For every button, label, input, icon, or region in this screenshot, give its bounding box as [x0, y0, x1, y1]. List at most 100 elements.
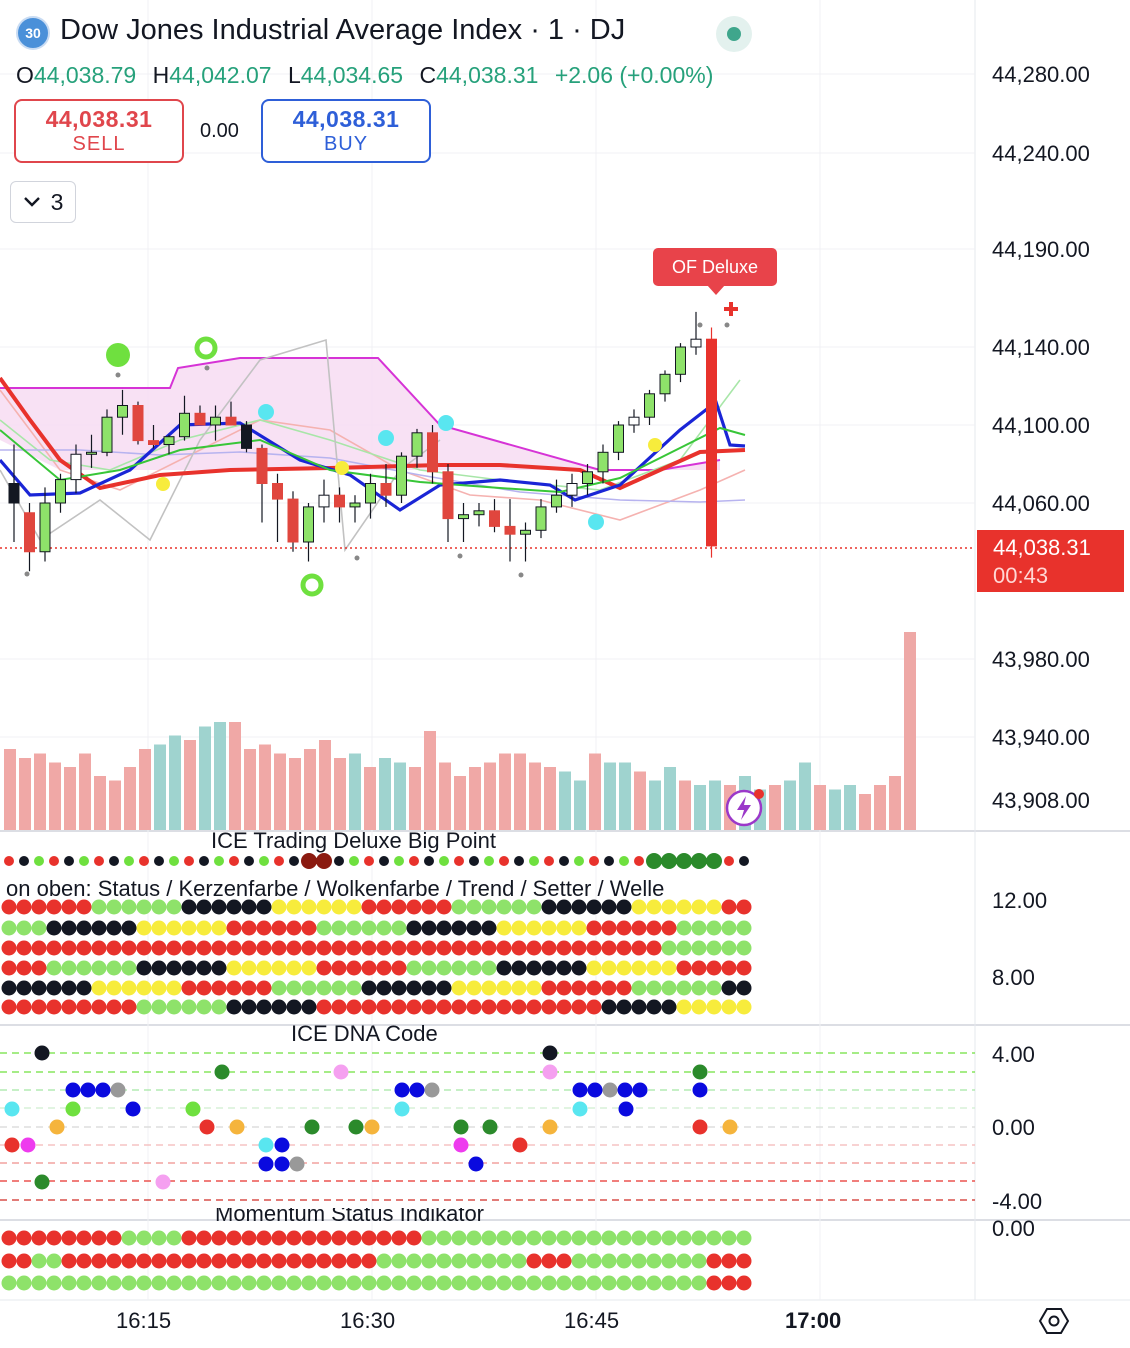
market-status-indicator[interactable]	[716, 16, 752, 52]
big-point-dot	[154, 856, 164, 866]
status-dot	[721, 999, 737, 1015]
status-dot	[346, 899, 362, 915]
status-dot	[541, 980, 557, 996]
status-dot	[556, 899, 572, 915]
volume-bar	[874, 785, 886, 830]
momentum-dot	[376, 1275, 392, 1291]
status-dot	[31, 960, 47, 976]
big-point-dot	[316, 853, 332, 869]
candlestick	[380, 483, 392, 496]
momentum-dot	[46, 1230, 62, 1246]
candlestick	[489, 510, 500, 527]
dna-dot	[229, 1119, 245, 1135]
sell-button[interactable]: 44,038.31 SELL	[14, 99, 184, 163]
buy-button[interactable]: 44,038.31 BUY	[261, 99, 431, 163]
volume-bar	[709, 780, 721, 830]
big-point-dot	[79, 856, 89, 866]
big-point-dot	[661, 853, 677, 869]
status-dot	[61, 980, 77, 996]
status-dot	[166, 920, 182, 936]
status-axis-label: 12.00	[992, 888, 1048, 913]
candlestick	[504, 525, 516, 535]
momentum-dot	[391, 1275, 407, 1291]
momentum-dot	[256, 1230, 272, 1246]
status-dot	[646, 960, 662, 976]
momentum-dot	[106, 1275, 122, 1291]
of-deluxe-annotation[interactable]: OF Deluxe	[653, 248, 777, 286]
status-dot	[301, 999, 317, 1015]
momentum-dot	[91, 1275, 107, 1291]
momentum-dot	[166, 1275, 182, 1291]
volume-bar	[544, 767, 556, 830]
status-dot	[151, 960, 167, 976]
status-dot	[676, 899, 692, 915]
candlestick	[8, 483, 20, 504]
momentum-dot	[391, 1253, 407, 1269]
volume-bar	[814, 785, 826, 830]
symbol-badge[interactable]: 30	[16, 16, 50, 50]
candlestick	[55, 479, 66, 504]
status-dot	[106, 940, 122, 956]
status-dot	[316, 960, 332, 976]
momentum-dot	[616, 1253, 632, 1269]
status-dot	[286, 940, 302, 956]
status-dot	[136, 940, 152, 956]
status-dot	[481, 960, 497, 976]
status-dot	[61, 940, 77, 956]
candlestick	[566, 483, 578, 496]
status-dot	[226, 960, 242, 976]
momentum-dot	[646, 1230, 662, 1246]
cyan-signal-dot	[438, 415, 454, 431]
status-dot	[121, 899, 137, 915]
status-dot	[736, 899, 752, 915]
big-point-dot	[634, 856, 644, 866]
momentum-dot	[571, 1253, 587, 1269]
status-dot	[241, 999, 257, 1015]
open-label: O	[16, 62, 34, 88]
momentum-dot	[331, 1275, 347, 1291]
status-dot	[241, 940, 257, 956]
pivot-dot	[204, 365, 210, 371]
momentum-dot	[31, 1275, 47, 1291]
momentum-dot	[76, 1275, 92, 1291]
low-label: L	[287, 62, 301, 88]
big-point-dot	[274, 856, 284, 866]
indicators-toggle-button[interactable]: 3	[10, 181, 76, 223]
volume-bar	[424, 731, 436, 830]
volume-bar	[169, 735, 181, 830]
momentum-dot	[256, 1275, 272, 1291]
status-dot	[91, 920, 107, 936]
status-dot	[406, 980, 422, 996]
status-dot	[241, 980, 257, 996]
momentum-dot	[646, 1253, 662, 1269]
momentum-dot	[586, 1275, 602, 1291]
status-dot	[121, 960, 137, 976]
settings-hexagon-icon[interactable]	[1038, 1305, 1070, 1337]
dna-dot	[258, 1156, 274, 1172]
status-dot	[706, 980, 722, 996]
momentum-dot	[361, 1275, 377, 1291]
volume-bar	[799, 762, 811, 830]
current-price-tag[interactable]: 44,038.31 00:43	[977, 530, 1124, 592]
momentum-dot	[481, 1275, 497, 1291]
big-point-dot	[739, 856, 749, 866]
candlestick	[582, 471, 593, 484]
chart-title[interactable]: Dow Jones Industrial Average Index · 1 ·…	[60, 14, 626, 46]
status-dot	[601, 999, 617, 1015]
momentum-dot	[16, 1253, 32, 1269]
status-dot	[736, 940, 752, 956]
momentum-dot	[466, 1275, 482, 1291]
pivot-dot	[24, 571, 30, 577]
dna-dot	[587, 1082, 603, 1098]
status-dot	[211, 999, 227, 1015]
status-dot	[46, 980, 62, 996]
big-point-dot	[646, 853, 662, 869]
sell-price: 44,038.31	[45, 106, 153, 132]
dna-dot	[258, 1137, 274, 1153]
momentum-dot	[496, 1275, 512, 1291]
momentum-dot	[241, 1253, 257, 1269]
momentum-dot	[211, 1230, 227, 1246]
volume-bar	[19, 758, 31, 830]
lightning-alert-icon[interactable]	[724, 786, 766, 828]
